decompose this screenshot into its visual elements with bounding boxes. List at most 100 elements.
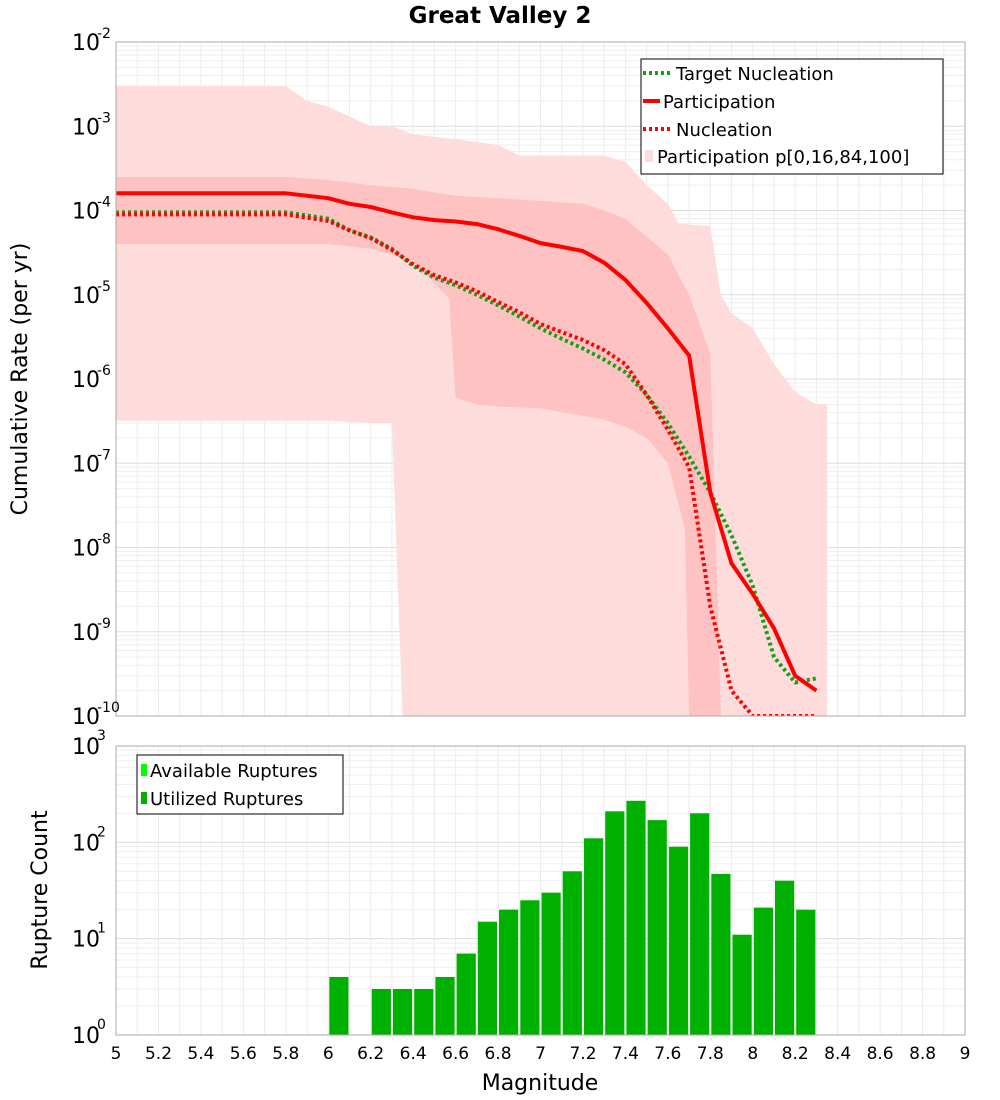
top-y-tick-exponent: -9 bbox=[97, 616, 111, 632]
bottom-y-tick-exponent: 2 bbox=[97, 824, 106, 840]
legend-percentile-swatch bbox=[645, 150, 653, 162]
legend-utilized: Utilized Ruptures bbox=[150, 789, 303, 810]
legend-nucleation: Nucleation bbox=[676, 120, 772, 141]
bottom-legend: Available Ruptures Utilized Ruptures bbox=[136, 754, 344, 815]
x-ticks: 5 5.2 5.4 5.6 5.8 6 6.2 6.4 6.6 6.8 7 7.2 7.4 7.6 7.8 8… bbox=[111, 1044, 971, 1064]
rupture-bar bbox=[414, 989, 434, 1035]
top-y-tick-exponent: -7 bbox=[97, 447, 111, 463]
bottom-y-tick-label: 10 bbox=[72, 1024, 100, 1049]
x-tick-label: 8.6 bbox=[867, 1044, 894, 1064]
target-nucleation-line bbox=[116, 210, 817, 685]
rupture-bar bbox=[605, 811, 625, 1035]
rupture-bar bbox=[520, 900, 540, 1035]
x-tick-label: 6.8 bbox=[484, 1044, 511, 1064]
bottom-y-axis-label: Rupture Count bbox=[28, 810, 53, 970]
x-tick-label: 8.8 bbox=[909, 1044, 936, 1064]
x-tick-label: 7.8 bbox=[697, 1044, 724, 1064]
nucleation-line bbox=[116, 212, 817, 716]
top-y-tick-exponent: -3 bbox=[97, 110, 111, 126]
rupture-bar bbox=[732, 934, 752, 1035]
bottom-legend-box bbox=[136, 754, 344, 815]
x-tick-label: 6.6 bbox=[442, 1044, 469, 1064]
bottom-y-tick-exponent: 3 bbox=[97, 728, 106, 744]
rupture-bar bbox=[541, 892, 561, 1035]
top-y-tick-exponent: -8 bbox=[97, 532, 111, 548]
rupture-bar bbox=[796, 909, 816, 1035]
participation-line bbox=[116, 191, 818, 693]
top-y-tick-label: 10 bbox=[72, 115, 100, 140]
percentile-bands bbox=[116, 86, 827, 716]
x-tick-label: 6.4 bbox=[400, 1044, 427, 1064]
rupture-bar bbox=[329, 977, 349, 1035]
rupture-bar bbox=[647, 820, 667, 1035]
bottom-plot-frame bbox=[115, 745, 966, 1036]
top-y-tick-label: 10 bbox=[72, 621, 100, 646]
bottom-y-tick-label: 10 bbox=[72, 831, 100, 856]
top-legend-box bbox=[640, 58, 944, 175]
top-y-tick-exponent: -6 bbox=[97, 363, 111, 379]
top-y-tick-label: 10 bbox=[72, 284, 100, 309]
top-y-tick-exponent: -2 bbox=[97, 26, 111, 42]
series-lines bbox=[116, 191, 818, 716]
rupture-bar bbox=[477, 921, 497, 1035]
x-tick-label: 8.4 bbox=[824, 1044, 851, 1064]
bottom-y-tick-label: 10 bbox=[72, 928, 100, 953]
x-tick-label: 5.6 bbox=[230, 1044, 257, 1064]
top-y-tick-label: 10 bbox=[72, 537, 100, 562]
rupture-bar bbox=[753, 907, 773, 1035]
bottom-y-tick-exponent: 0 bbox=[97, 1017, 106, 1033]
x-tick-label: 5.2 bbox=[145, 1044, 172, 1064]
legend-available: Available Ruptures bbox=[150, 761, 318, 782]
x-tick-label: 5 bbox=[111, 1044, 122, 1064]
rupture-bar bbox=[456, 953, 476, 1035]
x-tick-label: 7.4 bbox=[612, 1044, 639, 1064]
legend-percentile: Participation p[0,16,84,100] bbox=[657, 147, 909, 168]
x-tick-label: 6 bbox=[323, 1044, 334, 1064]
top-y-tick-label: 10 bbox=[72, 705, 100, 730]
rupture-bars bbox=[329, 800, 816, 1035]
top-y-tick-exponent: -4 bbox=[97, 195, 111, 211]
top-y-tick-label: 10 bbox=[72, 200, 100, 225]
x-tick-label: 5.8 bbox=[272, 1044, 299, 1064]
x-tick-label: 5.4 bbox=[187, 1044, 214, 1064]
rupture-bar bbox=[626, 800, 646, 1035]
legend-available-swatch bbox=[141, 764, 147, 776]
rupture-bar bbox=[562, 871, 582, 1035]
chart-title: Great Valley 2 bbox=[409, 3, 592, 29]
rupture-bar bbox=[775, 880, 795, 1035]
legend-participation: Participation bbox=[663, 92, 775, 113]
x-tick-label: 7 bbox=[535, 1044, 546, 1064]
legend-target-nucleation: Target Nucleation bbox=[675, 64, 834, 85]
rupture-bar bbox=[711, 873, 731, 1035]
band-p16-p84 bbox=[116, 177, 721, 716]
x-tick-label: 8.2 bbox=[782, 1044, 809, 1064]
rupture-bar bbox=[584, 838, 604, 1035]
bottom-grid bbox=[115, 746, 966, 1036]
rupture-bar bbox=[690, 813, 710, 1035]
top-legend: Target Nucleation Participation Nucleati… bbox=[640, 58, 944, 175]
x-axis-label: Magnitude bbox=[482, 1071, 599, 1096]
bottom-y-tick-exponent: 1 bbox=[97, 921, 106, 937]
rupture-bar bbox=[392, 989, 413, 1035]
top-y-tick-label: 10 bbox=[72, 31, 100, 56]
x-tick-label: 9 bbox=[960, 1044, 971, 1064]
top-y-axis-label: Cumulative Rate (per yr) bbox=[8, 243, 33, 516]
x-tick-label: 7.6 bbox=[654, 1044, 681, 1064]
rupture-bar bbox=[499, 909, 519, 1035]
top-plot-frame bbox=[115, 41, 966, 717]
top-y-tick-label: 10 bbox=[72, 452, 100, 477]
top-y-tick-exponent: -5 bbox=[97, 279, 111, 295]
bottom-y-tick-label: 10 bbox=[72, 735, 100, 760]
rupture-bar bbox=[371, 989, 391, 1035]
top-y-ticks: 10-210-310-410-510-610-710-810-910-10 bbox=[72, 26, 120, 730]
legend-utilized-swatch bbox=[141, 792, 147, 804]
rupture-bar bbox=[435, 977, 455, 1035]
rupture-bar bbox=[668, 846, 689, 1035]
top-y-tick-label: 10 bbox=[72, 368, 100, 393]
x-tick-label: 8 bbox=[747, 1044, 758, 1064]
x-tick-label: 6.2 bbox=[357, 1044, 384, 1064]
top-y-tick-exponent: -10 bbox=[97, 700, 120, 716]
